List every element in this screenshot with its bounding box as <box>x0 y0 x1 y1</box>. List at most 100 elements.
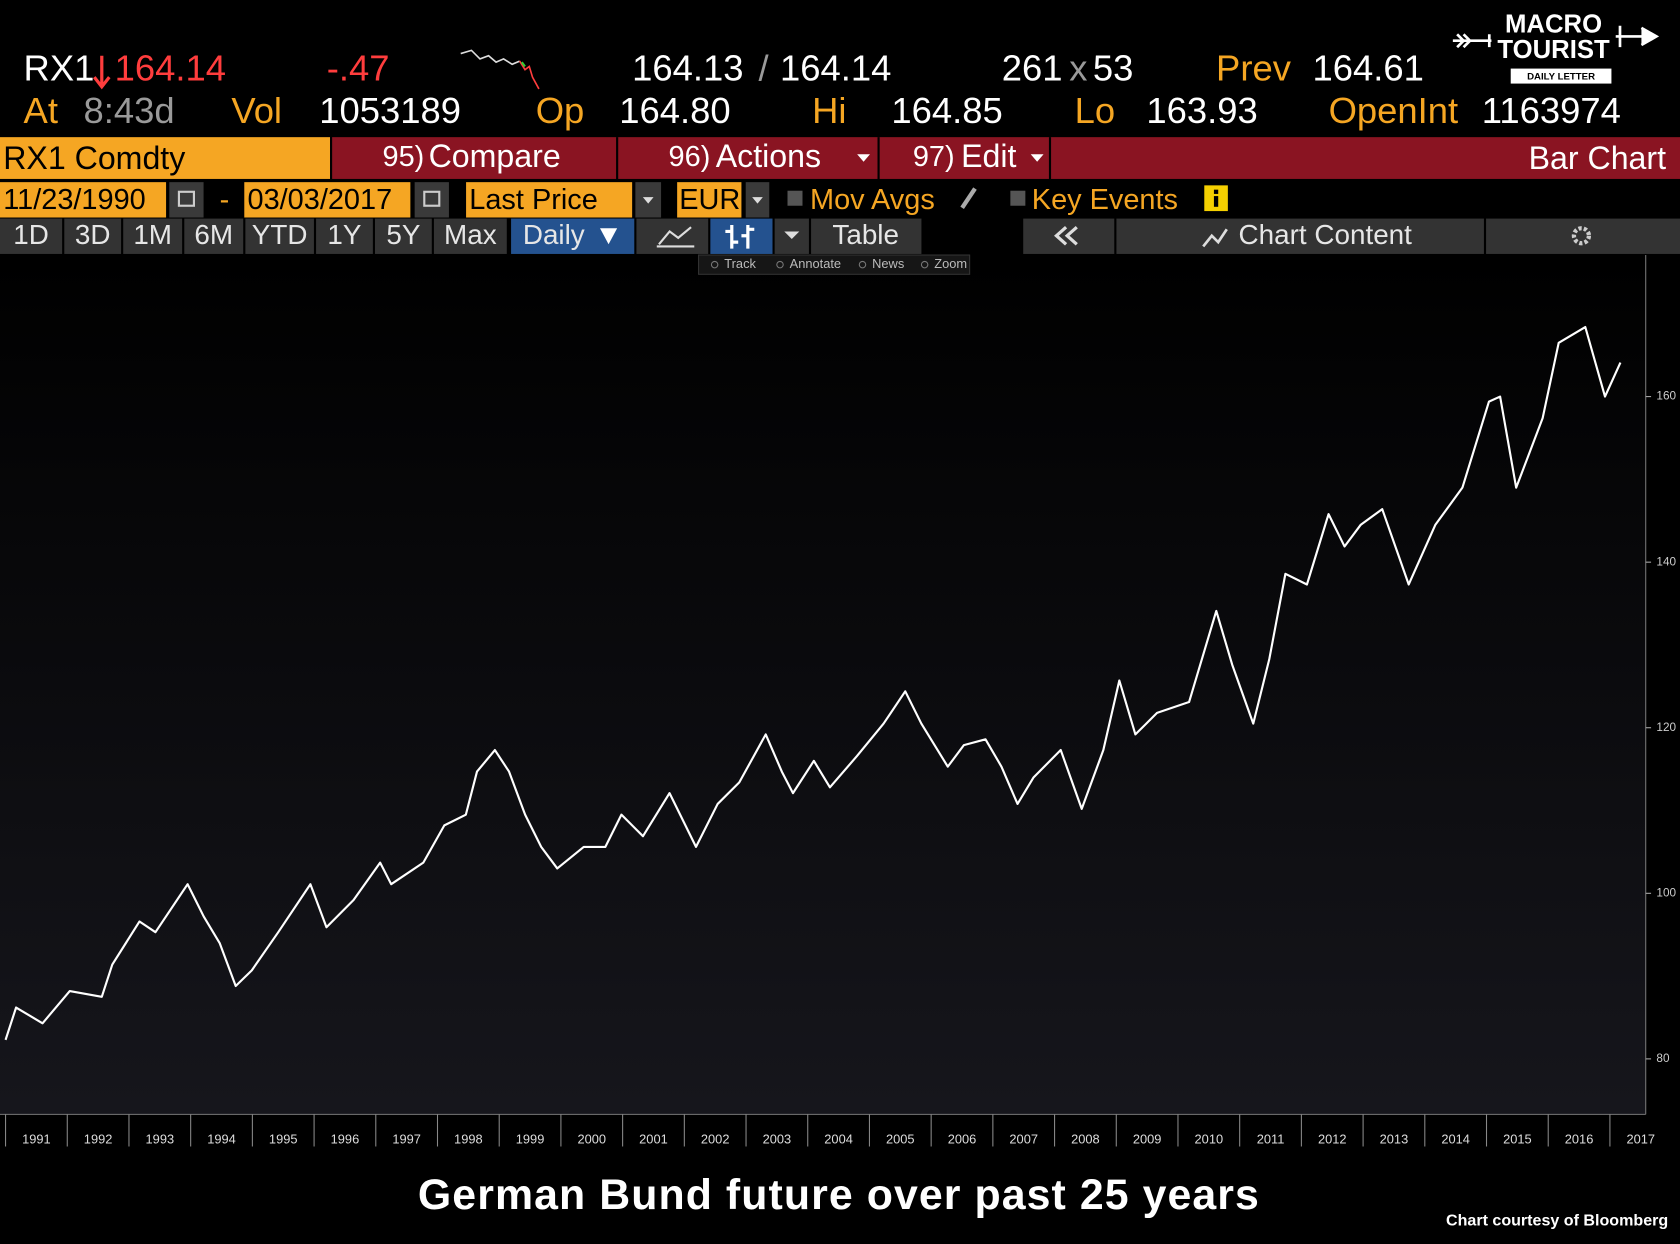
frequency-button[interactable] <box>511 218 635 254</box>
period-label[interactable]: YTD <box>252 219 308 250</box>
tool-label[interactable]: Track <box>724 256 756 271</box>
field[interactable]: Last Price <box>469 184 598 216</box>
tool-label[interactable]: News <box>872 256 904 271</box>
last-price: 164.14 <box>115 47 226 88</box>
frequency[interactable]: Daily <box>523 219 585 250</box>
period-label[interactable]: 3D <box>75 219 111 250</box>
calendar-icon <box>177 190 195 207</box>
x-tick-label: 2012 <box>1318 1131 1347 1146</box>
period-button[interactable] <box>64 218 122 254</box>
period-button[interactable] <box>184 218 244 254</box>
field-select[interactable] <box>466 182 633 218</box>
period-label[interactable]: 5Y <box>386 219 420 250</box>
caption: German Bund future over past 25 years <box>418 1171 1260 1219</box>
tool-label[interactable]: Annotate <box>790 256 841 271</box>
menu-edit[interactable]: Edit <box>961 138 1016 174</box>
ask-size: 53 <box>1093 47 1133 88</box>
checkbox[interactable] <box>787 190 803 206</box>
x-tick-label: 2007 <box>1009 1131 1038 1146</box>
value: 164.85 <box>891 90 1002 131</box>
tool-label[interactable]: Zoom <box>934 256 967 271</box>
start-date[interactable]: 11/23/1990 <box>3 184 146 216</box>
info-glyph <box>1213 189 1219 194</box>
tool-strip <box>698 254 971 275</box>
logo-text: MACRO <box>1505 11 1602 39</box>
mov-avgs[interactable]: Mov Avgs <box>810 184 935 216</box>
calendar-button[interactable] <box>414 182 449 218</box>
x-tick-label: 2001 <box>639 1131 668 1146</box>
period-button[interactable] <box>316 218 373 254</box>
menu-number[interactable]: 95) <box>383 141 425 173</box>
period-label[interactable]: 1M <box>133 219 172 250</box>
x-tick-label: 1997 <box>392 1131 421 1146</box>
tools: Track Annotate News Zoom <box>710 256 967 271</box>
table[interactable]: Table <box>832 219 899 250</box>
period-label[interactable]: 1Y <box>327 219 361 250</box>
chart-content-icon <box>1202 228 1228 248</box>
label: OpenInt <box>1329 90 1459 131</box>
period-label[interactable]: 1D <box>13 219 49 250</box>
period-buttons: 1D 3D 1M 6M YTD 1Y 5Y Max <box>0 218 507 254</box>
security-field[interactable] <box>0 137 330 179</box>
y-tick-label: 160 <box>1656 390 1676 403</box>
label: Hi <box>812 90 846 131</box>
end-date[interactable]: 03/03/2017 <box>248 184 393 216</box>
menu-actions[interactable]: Actions <box>716 138 821 174</box>
dropdown-arrow <box>600 228 618 245</box>
y-tick-label: 80 <box>1656 1052 1670 1065</box>
value: 8:43d <box>84 90 175 131</box>
chart-content[interactable]: Chart Content <box>1239 219 1413 250</box>
period-button[interactable] <box>245 218 314 254</box>
sparkline <box>460 49 520 66</box>
period-label[interactable]: Max <box>444 219 497 250</box>
x-tick-label: 2002 <box>701 1131 730 1146</box>
menu-compare[interactable]: Compare <box>429 138 561 174</box>
x-tick-label: 1994 <box>207 1131 236 1146</box>
pencil-icon[interactable] <box>960 187 977 210</box>
period-button[interactable] <box>123 218 183 254</box>
x-tick-label: 1999 <box>516 1131 545 1146</box>
x-tick-label: 2005 <box>886 1131 915 1146</box>
label: Prev <box>1216 47 1292 88</box>
y-tick-label: 120 <box>1656 721 1676 734</box>
line-button[interactable] <box>636 218 709 254</box>
x-tick-label: 2014 <box>1441 1131 1470 1146</box>
value: 164.61 <box>1313 47 1424 88</box>
period-button[interactable] <box>375 218 432 254</box>
value: 164.80 <box>619 90 730 131</box>
separator: / <box>759 47 770 88</box>
logo-banner <box>1510 68 1612 84</box>
start-field[interactable] <box>0 182 167 218</box>
menu-number[interactable]: 96) <box>669 141 711 173</box>
logo-arrow <box>1452 33 1492 49</box>
x-tick-label: 1993 <box>146 1131 175 1146</box>
y-tick-label: 140 <box>1656 555 1676 568</box>
x-tick-label: 2011 <box>1257 1131 1285 1146</box>
x-tick-label: 1996 <box>331 1131 360 1146</box>
plot-area <box>0 255 1646 1115</box>
chart-content-button[interactable] <box>1116 218 1484 254</box>
checkbox[interactable] <box>1010 190 1026 206</box>
calendar-button[interactable] <box>169 182 204 218</box>
value: 1053189 <box>319 90 461 131</box>
currency[interactable]: EUR <box>679 184 740 216</box>
x-tick-label: 1995 <box>269 1131 298 1146</box>
logo-text: DAILY LETTER <box>1527 72 1595 83</box>
label: Lo <box>1075 90 1115 131</box>
menu-number[interactable]: 97) <box>913 141 955 173</box>
key-events[interactable]: Key Events <box>1032 184 1178 216</box>
settings-button[interactable] <box>1486 218 1680 254</box>
tool-icon <box>920 260 929 269</box>
end-field[interactable] <box>244 182 411 218</box>
table-button[interactable] <box>811 218 922 254</box>
security[interactable]: RX1 Comdty <box>3 140 185 176</box>
period-button[interactable] <box>0 218 63 254</box>
period-button[interactable] <box>433 218 507 254</box>
period-label[interactable]: 6M <box>194 219 233 250</box>
menu-bar <box>332 137 1680 179</box>
down-arrow <box>93 55 111 90</box>
x-tick-label: 2017 <box>1626 1131 1655 1146</box>
currency-select[interactable] <box>677 182 742 218</box>
value: 163.93 <box>1146 90 1257 131</box>
